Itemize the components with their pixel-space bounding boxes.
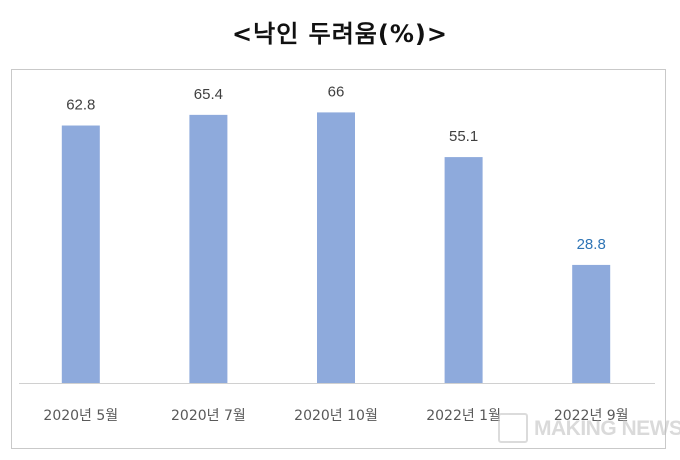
tick-label-1: 2020년 7월: [171, 408, 246, 424]
bar-1: [189, 114, 228, 384]
bar-3: [444, 157, 483, 383]
tick-label-3: 2022년 1월: [426, 408, 501, 424]
tick-labels-group: 2020년 5월 2020년 7월 2020년 10월 2022년 1월 2022년 9…: [43, 408, 628, 424]
bar-0: [61, 125, 100, 383]
tick-label-2: 2020년 10월: [294, 408, 378, 424]
watermark-text: MAKING NEWS: [534, 417, 680, 440]
bar-4: [572, 264, 611, 383]
chart-frame: 62.8 65.4 66 55.1 28.8 2020년 5월 2020년 7월 2020년…: [11, 69, 666, 449]
data-label-1: 65.4: [194, 86, 223, 103]
data-label-2: 66: [328, 83, 345, 100]
tick-label-0: 2020년 5월: [43, 408, 118, 424]
tick-label-4: 2022년 9월: [554, 408, 629, 424]
chart-title: <낙인 두려움(%)>: [232, 20, 448, 48]
making-news-logo-icon: [498, 413, 528, 443]
watermark: MAKING NEWS: [498, 407, 680, 451]
data-label-3: 55.1: [449, 128, 478, 145]
data-label-4: 28.8: [577, 236, 606, 253]
data-label-0: 62.8: [66, 97, 95, 114]
data-labels-group: 62.8 65.4 66 55.1 28.8: [66, 83, 606, 253]
bar-2: [317, 112, 355, 384]
bars-group: [61, 112, 611, 384]
